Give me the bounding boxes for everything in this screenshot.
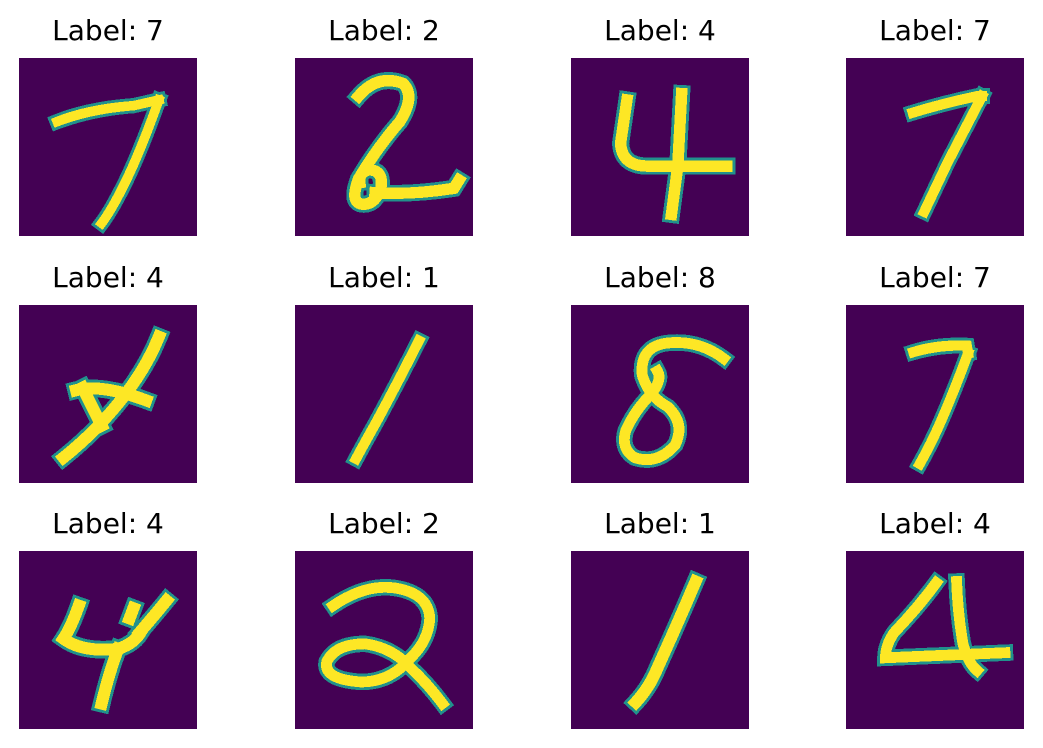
- digit-image: [295, 305, 473, 483]
- panel-title: Label: 2: [265, 507, 503, 540]
- digit-image: [19, 58, 197, 236]
- digit-image: [846, 305, 1024, 483]
- digit-image: [846, 58, 1024, 236]
- panel-title: Label: 4: [0, 507, 227, 540]
- panel-title: Label: 2: [265, 14, 503, 47]
- digit-image: [295, 551, 473, 729]
- panel-title: Label: 7: [0, 14, 227, 47]
- image-background: [846, 58, 1024, 236]
- digit-image: [19, 551, 197, 729]
- image-background: [846, 305, 1024, 483]
- panel-title: Label: 8: [541, 261, 779, 294]
- image-background: [571, 58, 749, 236]
- panel-title: Label: 1: [265, 261, 503, 294]
- panel-title: Label: 4: [816, 507, 1043, 540]
- panel-title: Label: 4: [0, 261, 227, 294]
- digit-image: [571, 58, 749, 236]
- digit-stroke: [130, 608, 134, 618]
- panel-title: Label: 1: [541, 507, 779, 540]
- digit-image: [19, 305, 197, 483]
- digit-image: [846, 551, 1024, 729]
- image-background: [571, 551, 749, 729]
- panel-title: Label: 7: [816, 14, 1043, 47]
- panel-title: Label: 7: [816, 261, 1043, 294]
- digit-image: [571, 305, 749, 483]
- panel-title: Label: 4: [541, 14, 779, 47]
- digit-image: [571, 551, 749, 729]
- digit-image: [295, 58, 473, 236]
